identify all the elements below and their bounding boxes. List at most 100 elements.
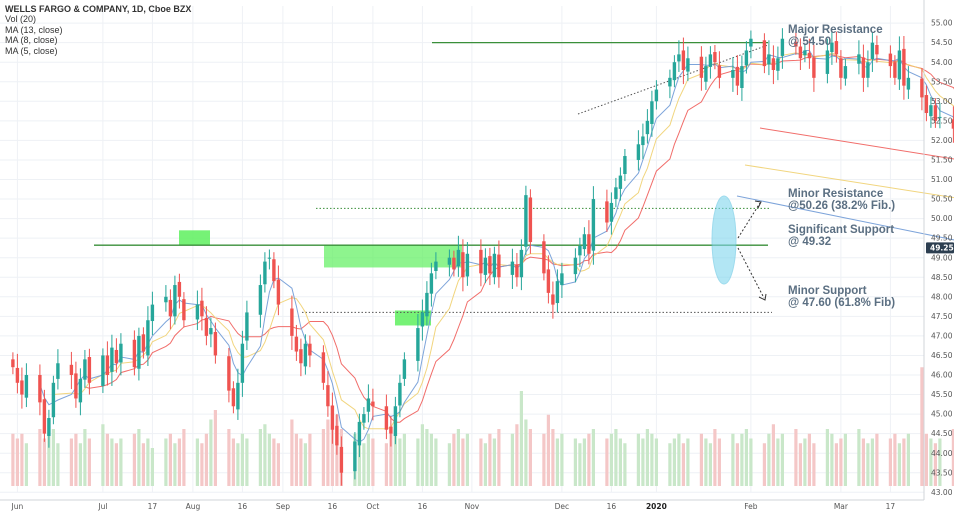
candle-body [888, 53, 893, 67]
volume-bar [398, 438, 402, 486]
volume-bar [857, 429, 861, 486]
volume-bar [573, 438, 577, 486]
candles [11, 28, 954, 486]
volume-bar [623, 443, 627, 486]
volume-bar [425, 429, 429, 486]
volume-bar [389, 433, 393, 486]
candle-body [263, 261, 267, 285]
volume-bar [749, 438, 753, 486]
candle-body [393, 406, 398, 436]
candle-body [51, 382, 56, 418]
candle-body [767, 54, 771, 65]
y-tick-label: 50.00 [931, 214, 953, 223]
candle-body [780, 38, 785, 56]
candle-body [546, 269, 551, 293]
annotation-minor-support: Minor Support @ 47.60 (61.8% Fib) [788, 285, 895, 309]
volume-bar [195, 438, 199, 486]
candle-body [519, 249, 524, 278]
volume-bar [699, 433, 703, 486]
last-price-label: 49.25 [930, 244, 954, 253]
volume-bar [227, 429, 231, 486]
volume-bar [465, 433, 469, 486]
annotation-minor-resistance-line1: Minor Resistance [788, 188, 884, 200]
volume-bar [794, 429, 798, 486]
volume-bar [69, 438, 73, 486]
volume-bar [555, 438, 559, 486]
candle-body [47, 418, 51, 436]
volume-bar [492, 438, 496, 486]
candle-body [834, 41, 839, 55]
x-axis: Jun Jul 17 Aug 16 Sep 16 Oct 16 Nov Dec 16 2020 Feb Ma… [0, 499, 924, 511]
candle-body [488, 256, 492, 274]
y-tick-label: 51.00 [931, 175, 953, 184]
candle-body [452, 257, 456, 270]
candle-body [699, 56, 704, 78]
volume-bar [303, 443, 307, 486]
candle-body [87, 357, 92, 383]
y-tick-label: 53.50 [931, 77, 953, 86]
overlay-drawings [711, 195, 767, 301]
candle-body [573, 257, 578, 275]
volume-bar [137, 429, 141, 486]
y-tick-label: 46.50 [931, 351, 953, 360]
volume-bar [294, 433, 298, 486]
volume-bar [330, 424, 334, 486]
annotation-minor-resistance: Minor Resistance @50.26 (38.2% Fib.) [788, 188, 895, 212]
volume-bar [897, 443, 901, 486]
volume-bar [609, 433, 613, 486]
volume-bar [240, 433, 244, 486]
candle-body [650, 101, 654, 124]
candle-body [276, 279, 281, 305]
candle-body [605, 201, 609, 223]
volume-bar [951, 429, 954, 486]
candle-body [434, 261, 438, 271]
candle-body [668, 77, 672, 87]
volume-bar [420, 424, 424, 486]
candle-body [591, 199, 596, 251]
candle-body [294, 336, 299, 352]
y-tick-label: 55.00 [931, 19, 953, 28]
candle-body [164, 296, 168, 303]
candle-body [335, 425, 339, 446]
zone-consolidation [324, 245, 462, 268]
candle-body [645, 120, 650, 135]
candle-body [524, 195, 528, 247]
volume-bar [231, 438, 235, 486]
x-tick-label: Jun [11, 502, 24, 511]
candle-body [897, 50, 902, 80]
volume-bar [605, 438, 609, 486]
volume-bar [213, 410, 217, 486]
y-tick-label: 49.00 [931, 253, 953, 262]
candle-body [402, 359, 407, 379]
volume-bar [614, 429, 618, 486]
volume-bar [938, 438, 942, 486]
volume-bar [479, 438, 483, 486]
candle-body [866, 62, 870, 78]
volume-bar [780, 433, 784, 486]
ma8-line [53, 52, 954, 430]
candle-body [24, 374, 29, 398]
volume-bar [357, 438, 361, 486]
candle-body [812, 57, 816, 78]
volume-bar [429, 433, 433, 486]
candle-body [339, 446, 344, 473]
volume-bar [366, 433, 370, 486]
volume-bar [24, 443, 28, 486]
volume-bar [119, 438, 123, 486]
x-tick-label: 17 [886, 502, 896, 511]
volume-bar [371, 438, 375, 486]
candle-body [42, 399, 47, 434]
volume-bar [807, 433, 811, 486]
volume-bar [141, 443, 145, 486]
y-tick-label: 47.00 [931, 331, 953, 340]
y-tick-label: 51.50 [931, 156, 953, 165]
volume-bar [717, 438, 721, 486]
volume-bar [110, 438, 114, 486]
volume-bar [681, 443, 685, 486]
y-tick-label: 54.00 [931, 58, 953, 67]
candle-body [272, 259, 276, 282]
candle-body [371, 401, 375, 407]
annotation-significant-support: Significant Support @ 49.32 [788, 224, 894, 248]
candle-body [240, 343, 245, 383]
